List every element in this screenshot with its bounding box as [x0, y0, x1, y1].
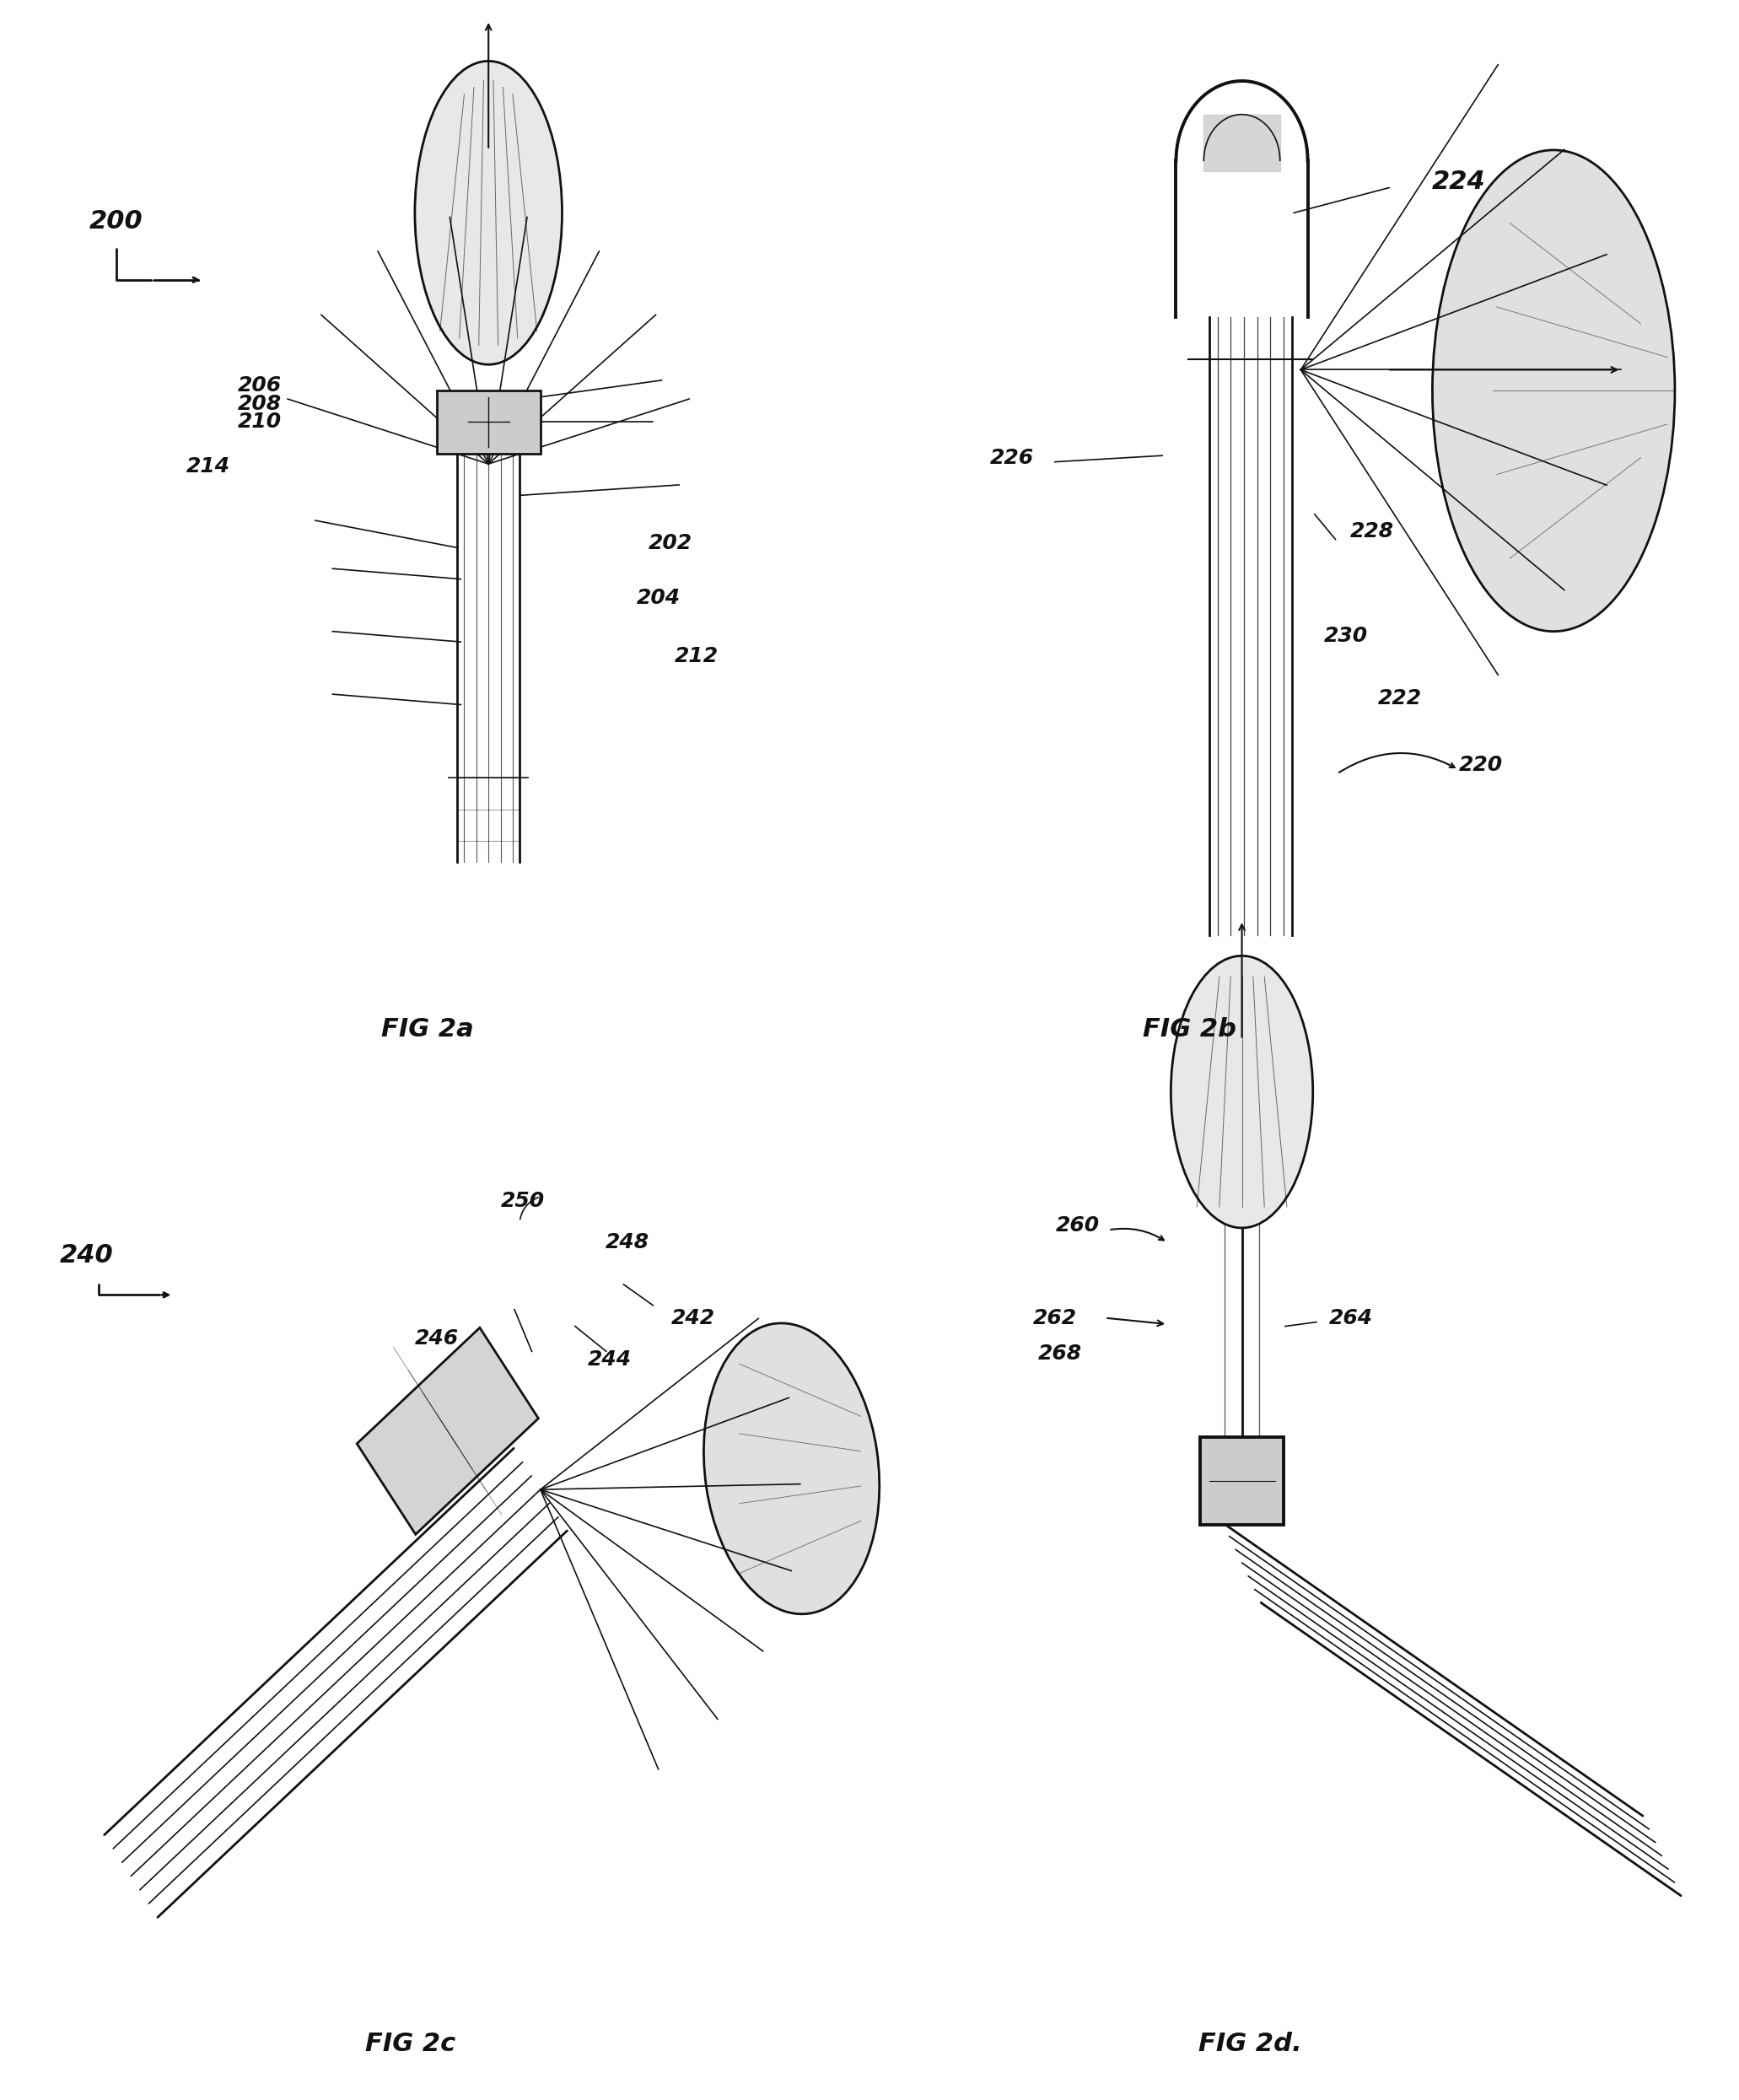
Ellipse shape	[1433, 149, 1675, 632]
Text: 262: 262	[1033, 1308, 1076, 1327]
Text: 246: 246	[414, 1329, 459, 1348]
Text: 250: 250	[501, 1191, 544, 1212]
Text: 224: 224	[1431, 170, 1485, 193]
Text: 240: 240	[59, 1243, 113, 1266]
Text: 242: 242	[671, 1308, 715, 1327]
Ellipse shape	[704, 1323, 880, 1615]
Ellipse shape	[1170, 956, 1313, 1228]
Text: 268: 268	[1038, 1344, 1082, 1363]
Text: 214: 214	[186, 456, 230, 477]
Text: 244: 244	[588, 1350, 631, 1369]
Ellipse shape	[416, 61, 562, 365]
Text: FIG 2c: FIG 2c	[365, 2033, 456, 2056]
Text: 230: 230	[1323, 626, 1369, 645]
Text: 264: 264	[1329, 1308, 1374, 1327]
Text: 226: 226	[989, 447, 1033, 468]
FancyBboxPatch shape	[1200, 1436, 1283, 1525]
Text: FIG 2b: FIG 2b	[1143, 1016, 1236, 1042]
FancyBboxPatch shape	[436, 391, 541, 454]
Text: 260: 260	[1056, 1216, 1099, 1237]
Text: 228: 228	[1349, 521, 1393, 542]
Text: 210: 210	[238, 412, 282, 433]
Text: 222: 222	[1377, 689, 1421, 708]
Text: 204: 204	[636, 588, 680, 609]
Bar	[356, 1327, 539, 1535]
Text: FIG 2a: FIG 2a	[381, 1016, 475, 1042]
Text: 212: 212	[675, 647, 718, 666]
Text: 220: 220	[1459, 756, 1502, 775]
Text: FIG 2d.: FIG 2d.	[1198, 2033, 1303, 2056]
Text: 248: 248	[605, 1233, 649, 1254]
Text: 208: 208	[238, 393, 282, 414]
Text: 206: 206	[238, 376, 282, 395]
Text: 200: 200	[89, 210, 143, 233]
Text: 202: 202	[649, 533, 692, 554]
